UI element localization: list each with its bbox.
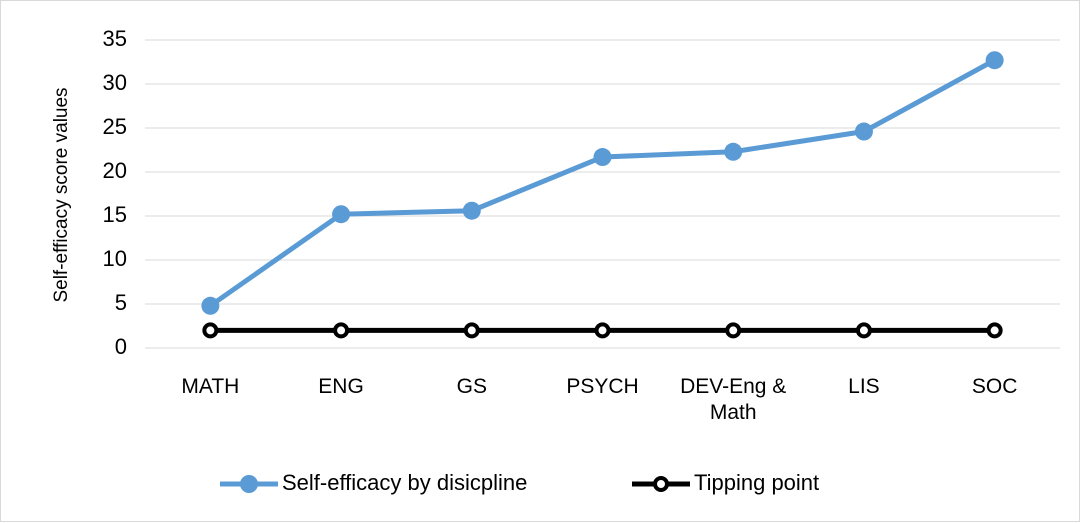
- marker: [593, 148, 612, 167]
- legend-label: Tipping point: [694, 470, 819, 495]
- marker: [854, 122, 873, 141]
- marker: [855, 322, 872, 339]
- x-tick-label: GS: [456, 375, 487, 398]
- marker: [463, 322, 480, 339]
- y-tick-label: 25: [103, 114, 127, 139]
- legend-label: Self-efficacy by disicpline: [282, 470, 527, 495]
- marker: [985, 51, 1004, 70]
- x-tick-label: ENG: [318, 375, 364, 398]
- marker: [725, 322, 742, 339]
- y-tick-label: 20: [103, 158, 127, 183]
- y-tick-label: 5: [115, 290, 127, 315]
- y-tick-label: 10: [103, 246, 127, 271]
- marker: [724, 142, 743, 161]
- legend-marker: [240, 475, 258, 493]
- x-tick-label: SOC: [971, 375, 1018, 398]
- y-axis-title: Self-efficacy score values: [51, 87, 72, 302]
- y-tick-label: 35: [103, 26, 127, 51]
- legend-marker: [653, 476, 669, 492]
- marker: [594, 322, 611, 339]
- marker: [462, 201, 481, 220]
- x-tick-label: LIS: [848, 375, 880, 398]
- marker: [202, 322, 219, 339]
- marker: [201, 296, 220, 315]
- y-tick-label: 0: [115, 334, 127, 359]
- x-tick-label: DEV-Eng & Math: [680, 375, 787, 424]
- y-tick-label: 30: [103, 70, 127, 95]
- y-tick-label: 15: [103, 202, 127, 227]
- x-tick-label: PSYCH: [566, 375, 639, 398]
- marker: [333, 322, 350, 339]
- marker: [332, 205, 351, 224]
- marker: [986, 322, 1003, 339]
- x-tick-label: MATH: [181, 375, 240, 398]
